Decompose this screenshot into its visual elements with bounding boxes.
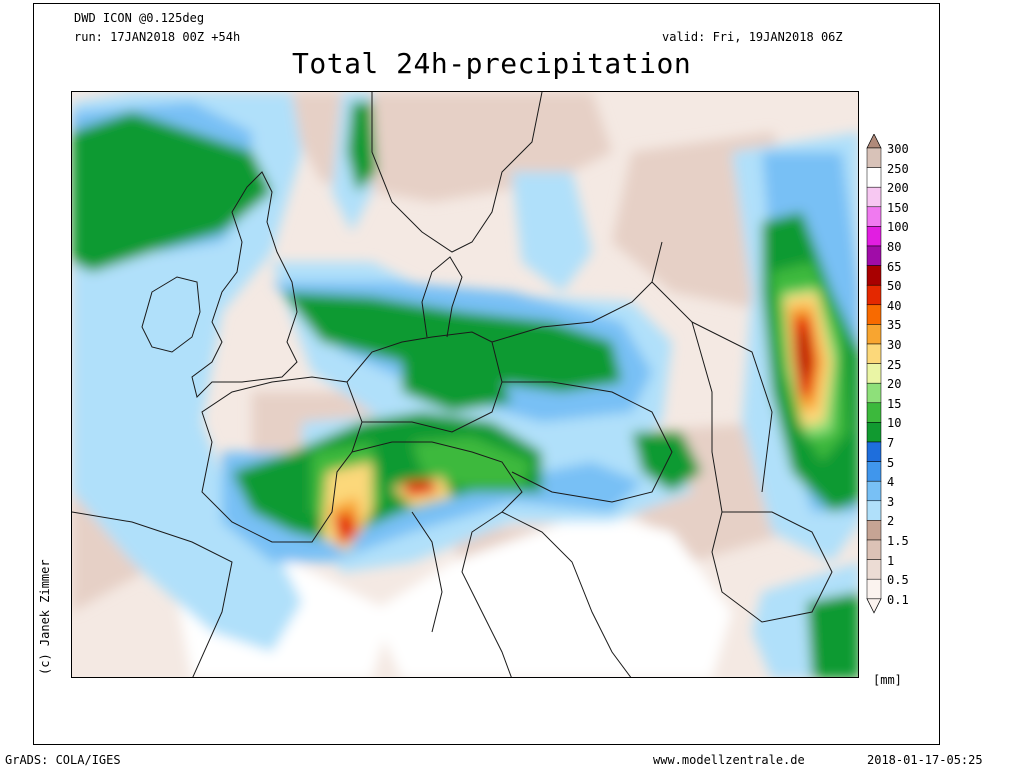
legend-label: 50 bbox=[887, 279, 902, 294]
legend-swatch bbox=[866, 402, 882, 423]
run-info: run: 17JAN2018 00Z +54h bbox=[74, 30, 241, 44]
legend-swatch bbox=[866, 559, 882, 580]
legend-swatch bbox=[866, 265, 882, 286]
legend-unit: [mm] bbox=[873, 673, 902, 687]
legend-label: 80 bbox=[887, 240, 902, 254]
legend-label: 300 bbox=[887, 142, 909, 156]
legend-label: 65 bbox=[887, 259, 902, 274]
legend-swatch bbox=[866, 226, 882, 247]
legend-swatch bbox=[866, 343, 882, 364]
legend-swatch bbox=[866, 480, 882, 502]
legend-swatch bbox=[866, 245, 882, 266]
legend-label: 2 bbox=[887, 514, 895, 529]
legend-swatch bbox=[866, 147, 882, 168]
legend-label: 35 bbox=[887, 318, 902, 333]
country-borders bbox=[72, 92, 833, 677]
legend-label: 100 bbox=[887, 220, 909, 235]
legend-swatch bbox=[866, 284, 882, 306]
legend-swatch bbox=[866, 441, 882, 462]
legend-label: 10 bbox=[887, 416, 902, 431]
legend-label: 1.5 bbox=[887, 534, 909, 548]
legend-label: 3 bbox=[887, 494, 895, 509]
footer-software: GrADS: COLA/IGES bbox=[5, 753, 121, 767]
legend-swatch bbox=[866, 324, 882, 345]
legend-swatch bbox=[866, 578, 882, 600]
legend-label: 4 bbox=[887, 475, 895, 490]
map-title: Total 24h-precipitation bbox=[292, 47, 692, 80]
legend-label: 150 bbox=[887, 200, 909, 215]
legend-label: 15 bbox=[887, 396, 902, 411]
legend-label: 0.1 bbox=[887, 592, 909, 607]
legend-arrow-top bbox=[866, 133, 882, 149]
legend-swatch bbox=[866, 304, 882, 325]
legend-swatch bbox=[866, 461, 882, 482]
legend-swatch bbox=[866, 422, 882, 443]
legend-swatch bbox=[866, 206, 882, 227]
legend-swatch bbox=[866, 382, 882, 404]
color-legend bbox=[866, 133, 882, 632]
legend-swatch bbox=[866, 520, 882, 541]
legend-label: 5 bbox=[887, 455, 895, 470]
legend-label: 0.5 bbox=[887, 573, 909, 588]
author-credit: (c) Janek Zimmer bbox=[38, 559, 52, 675]
plot-frame bbox=[33, 3, 940, 745]
legend-label: 1 bbox=[887, 553, 895, 568]
legend-label: 40 bbox=[887, 298, 902, 313]
legend-label: 7 bbox=[887, 436, 895, 450]
legend-label: 200 bbox=[887, 181, 909, 196]
footer-timestamp: 2018-01-17-05:25 bbox=[867, 753, 983, 767]
legend-arrow-bottom bbox=[866, 598, 882, 614]
legend-swatch bbox=[866, 539, 882, 560]
legend-swatch bbox=[866, 167, 882, 188]
legend-label: 30 bbox=[887, 338, 902, 352]
legend-swatch bbox=[866, 363, 882, 384]
legend-label: 20 bbox=[887, 377, 902, 392]
precipitation-map bbox=[71, 91, 859, 678]
precip-field bbox=[72, 92, 858, 677]
valid-time: valid: Fri, 19JAN2018 06Z bbox=[662, 30, 843, 44]
legend-label: 25 bbox=[887, 357, 902, 372]
legend-label: 250 bbox=[887, 161, 909, 176]
legend-swatch bbox=[866, 500, 882, 521]
legend-swatch bbox=[866, 186, 882, 208]
footer-website: www.modellzentrale.de bbox=[653, 753, 805, 767]
model-info: DWD ICON @0.125deg bbox=[74, 11, 205, 25]
